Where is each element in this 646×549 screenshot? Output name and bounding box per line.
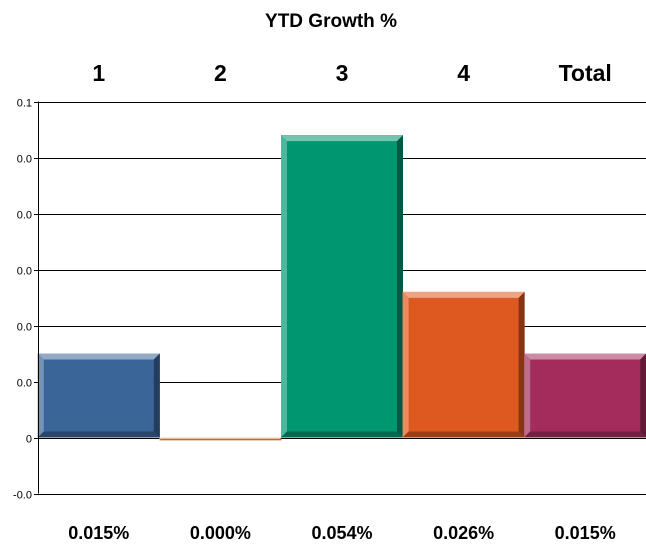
bar-bevel-top [402,291,525,298]
category-label: Total [559,60,612,86]
bar-bevel-right [397,135,403,438]
bar [37,353,160,438]
category-label: 4 [457,60,470,86]
value-labels: 0.015% 0.000% 0.054% 0.026% 0.015% [68,523,615,543]
bar-bevel-bottom [159,438,282,441]
bar-bevel-left [402,291,409,438]
bar [159,437,282,441]
y-tick-label: 0.1 [17,98,32,110]
bar [402,291,525,438]
y-tick-label: 0.0 [17,210,32,222]
bar-bevel-top [524,353,646,360]
bar-face [281,135,403,438]
bar-bevel-bottom [524,431,646,438]
bar-bevel-right [153,353,160,438]
bar-bevel-left [37,353,44,438]
bar-face [524,353,646,438]
bar-bevel-top [37,353,160,360]
bar [524,353,646,438]
bar [281,135,403,438]
bar-bevel-right [280,437,282,441]
y-tick-label: 0.0 [17,154,32,166]
bar-bevel-left [281,135,287,438]
bars [37,135,646,441]
bar-bevel-right [518,291,525,438]
value-label: 0.015% [68,523,129,543]
bar-bevel-left [159,437,161,441]
bar-bevel-right [640,353,646,438]
value-label: 0.015% [555,523,616,543]
value-label: 0.026% [433,523,494,543]
bar-face [37,353,160,438]
value-label: 0.054% [311,523,372,543]
chart-title: YTD Growth % [265,11,397,32]
category-label: 3 [336,60,349,86]
bar-bevel-top [159,437,282,439]
category-label: 1 [92,60,105,86]
bar-bevel-bottom [402,431,525,438]
bar-bevel-left [524,353,531,438]
y-tick-label: 0.0 [17,266,32,278]
y-tick-label: 0.0 [17,378,32,390]
category-label: 2 [214,60,227,86]
bar-face [402,291,525,438]
y-tick-label: -0.0 [13,490,32,502]
y-tick-label: 0.0 [17,322,32,334]
category-labels: 1 2 3 4 Total [92,60,611,86]
y-tick-labels: 0.1 0.0 0.0 0.0 0.0 0.0 0 -0.0 [13,98,32,502]
bar-bevel-bottom [281,431,403,438]
value-label: 0.000% [190,523,251,543]
y-tick-label: 0 [26,434,32,446]
bar-bevel-bottom [37,431,160,438]
bar-bevel-top [281,135,403,142]
